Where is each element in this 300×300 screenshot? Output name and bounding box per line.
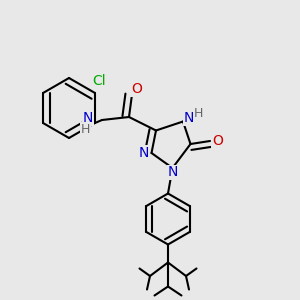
Text: Cl: Cl: [93, 74, 106, 88]
Text: N: N: [184, 112, 194, 125]
Text: N: N: [82, 112, 93, 125]
Text: N: N: [167, 166, 178, 179]
Text: H: H: [81, 122, 90, 136]
Text: O: O: [212, 134, 223, 148]
Text: N: N: [139, 146, 149, 160]
Text: O: O: [131, 82, 142, 96]
Text: H: H: [193, 106, 203, 120]
